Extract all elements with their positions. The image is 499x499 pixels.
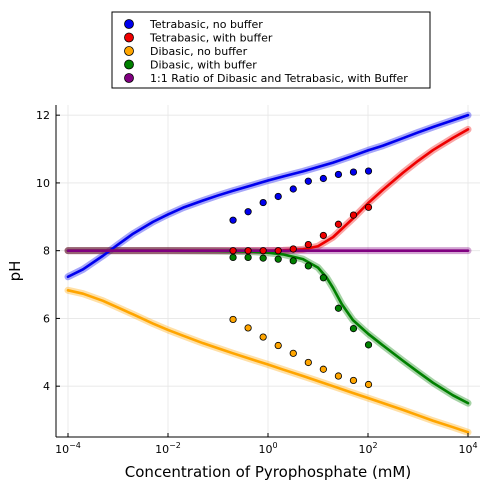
data-point-0 [350, 169, 356, 175]
x-tick-label-base: 10 [358, 443, 372, 456]
data-point-1 [365, 204, 371, 210]
data-point-2 [335, 373, 341, 379]
data-point-1 [350, 212, 356, 218]
data-point-1 [320, 232, 326, 238]
data-point-1 [305, 241, 311, 247]
data-point-2 [260, 334, 266, 340]
x-tick-label-base: 10 [55, 443, 69, 456]
data-point-1 [230, 247, 236, 253]
x-tick-label-exponent: −2 [169, 441, 181, 450]
x-tick-label-exponent: 4 [472, 441, 477, 450]
data-point-3 [245, 254, 251, 260]
data-point-2 [365, 381, 371, 387]
x-tick-label-exponent: 2 [372, 441, 377, 450]
data-point-2 [305, 359, 311, 365]
data-point-0 [245, 209, 251, 215]
data-point-2 [275, 342, 281, 348]
x-tick-label-base: 10 [458, 443, 472, 456]
y-axis-title: pH [6, 261, 24, 282]
data-point-3 [305, 263, 311, 269]
x-tick-label-base: 10 [155, 443, 169, 456]
y-tick-label: 6 [43, 312, 50, 325]
legend-marker [125, 74, 134, 83]
data-point-3 [320, 275, 326, 281]
y-tick-label: 4 [43, 380, 50, 393]
data-point-1 [245, 247, 251, 253]
data-point-2 [230, 316, 236, 322]
data-point-2 [320, 366, 326, 372]
data-point-0 [230, 217, 236, 223]
data-point-3 [335, 305, 341, 311]
legend-label: Tetrabasic, no buffer [149, 18, 263, 31]
y-tick-label: 12 [36, 109, 50, 122]
data-point-2 [245, 325, 251, 331]
data-point-3 [365, 342, 371, 348]
y-tick-label: 8 [43, 245, 50, 258]
data-point-0 [365, 168, 371, 174]
data-point-0 [290, 186, 296, 192]
data-point-3 [290, 258, 296, 264]
legend-marker [125, 20, 134, 29]
x-tick-label-exponent: 0 [272, 441, 277, 450]
data-point-1 [275, 247, 281, 253]
x-axis-title: Concentration of Pyrophosphate (mM) [125, 463, 411, 481]
legend-marker [125, 60, 134, 69]
data-point-3 [230, 254, 236, 260]
y-tick-label: 10 [36, 177, 50, 190]
x-tick-label-base: 10 [258, 443, 272, 456]
x-tick-label-exponent: −4 [69, 441, 81, 450]
legend-marker [125, 47, 134, 56]
data-point-3 [260, 255, 266, 261]
data-point-0 [305, 178, 311, 184]
data-point-1 [335, 221, 341, 227]
data-point-1 [260, 247, 266, 253]
data-point-0 [275, 193, 281, 199]
legend-marker [125, 33, 134, 42]
data-point-3 [275, 256, 281, 262]
data-point-3 [350, 325, 356, 331]
data-point-2 [290, 350, 296, 356]
legend-label: Dibasic, no buffer [150, 45, 248, 58]
data-point-0 [320, 175, 326, 181]
legend-label: Tetrabasic, with buffer [149, 32, 273, 45]
data-point-1 [290, 246, 296, 252]
legend-label: 1:1 Ratio of Dibasic and Tetrabasic, wit… [150, 72, 408, 85]
data-point-0 [260, 199, 266, 205]
legend-label: Dibasic, with buffer [150, 59, 257, 72]
data-point-2 [350, 377, 356, 383]
data-point-0 [335, 171, 341, 177]
